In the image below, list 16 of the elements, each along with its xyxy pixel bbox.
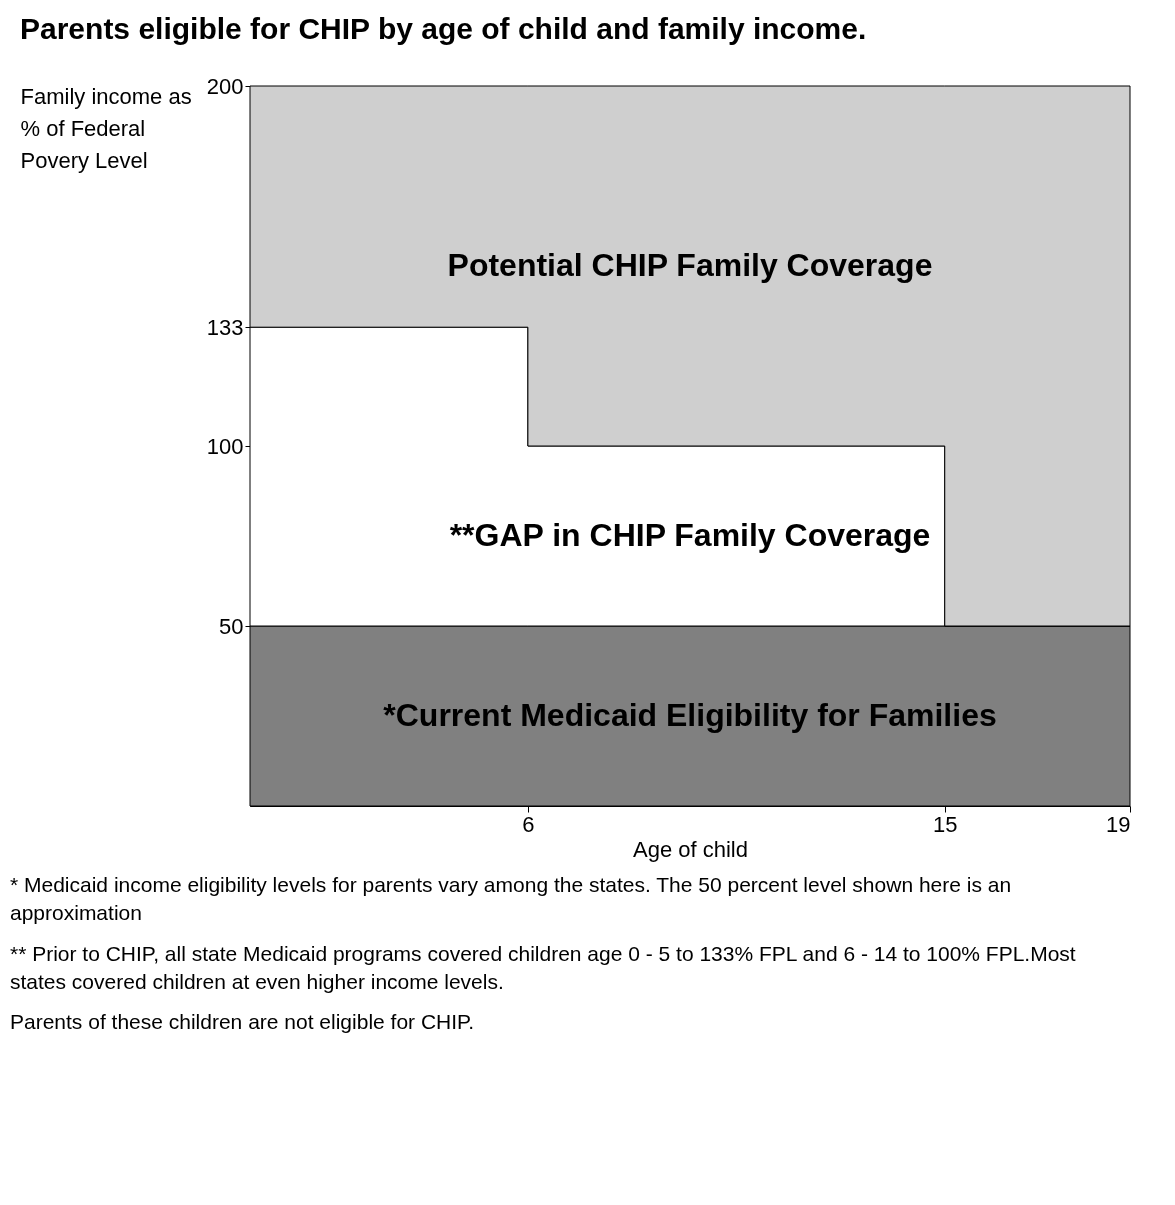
x-tick-label: 6 — [522, 811, 535, 837]
text: * Medicaid income eligibility levels for parents vary among the states. The 50 percent level shown here is an approximation — [10, 872, 1013, 927]
series-label: Potential CHIP Family Coverage — [447, 247, 933, 283]
y-tick-label: 50 — [219, 613, 244, 639]
text: Parents of these children are not eligible for CHIP. — [10, 1009, 476, 1036]
x-tick-label: 15 — [932, 811, 958, 837]
x-tick-label: 19 — [1106, 811, 1131, 837]
y-axis-title: Family income as % of Federal Povery Level — [20, 83, 192, 173]
series-label: **GAP in CHIP Family Coverage — [449, 517, 931, 553]
text: ** Prior to CHIP, all state Medicaid programs covered children age 0 - 5 to 133% FPL and 6 - 14 to 100% FPL.Most states covered children at even higher income levels. — [10, 940, 1077, 996]
y-tick-label: 200 — [206, 73, 244, 99]
y-tick-label: 133 — [206, 314, 244, 340]
chart-title: Parents eligible for CHIP by age of child and family income. — [20, 12, 867, 45]
x-axis-title: Age of child — [633, 836, 748, 862]
series-label: *Current Medicaid Eligibility for Families — [383, 697, 997, 733]
y-tick-label: 100 — [206, 433, 244, 459]
